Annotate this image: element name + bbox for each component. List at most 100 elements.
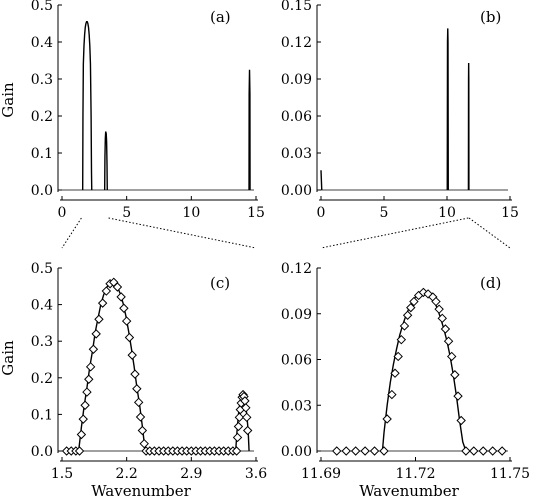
y-tick-label-d: 0.03 bbox=[281, 398, 312, 414]
marker-c bbox=[76, 429, 87, 440]
marker-d bbox=[409, 296, 419, 307]
y-tick-label-d: 0.06 bbox=[281, 353, 312, 369]
xlabel-left: Wavenumber bbox=[91, 482, 191, 498]
marker-c bbox=[132, 384, 142, 394]
panel-b-label: (b) bbox=[480, 8, 501, 26]
marker-d bbox=[447, 351, 457, 362]
marker-d bbox=[382, 414, 392, 424]
y-tick-label-a: 0.0 bbox=[31, 183, 53, 199]
marker-d bbox=[393, 351, 403, 362]
marker-d bbox=[456, 415, 466, 426]
marker-d bbox=[399, 321, 410, 331]
marker-c bbox=[233, 421, 244, 432]
x-tick-label-c: 1.5 bbox=[51, 466, 73, 482]
zoom-connector-d-left bbox=[320, 217, 469, 249]
x-tick-label-b: 10 bbox=[438, 205, 456, 221]
y-tick-label-c: 0.3 bbox=[31, 334, 53, 350]
y-tick-label-a: 0.5 bbox=[31, 0, 53, 14]
y-tick-label-c: 0.5 bbox=[31, 261, 53, 277]
y-tick-label-c: 0.1 bbox=[31, 407, 53, 423]
series-line-b-0 bbox=[320, 170, 323, 191]
zoom-connector-c-right bbox=[108, 217, 257, 249]
x-tick-label-a: 10 bbox=[182, 205, 200, 221]
y-tick-label-a: 0.3 bbox=[31, 72, 53, 88]
y-tick-label-c: 0.4 bbox=[31, 298, 53, 314]
series-line-b-1 bbox=[446, 28, 449, 191]
zoom-connector-c-left bbox=[61, 217, 82, 249]
zoom-connector-d-right bbox=[468, 217, 511, 249]
x-tick-label-b: 15 bbox=[501, 205, 519, 221]
marker-d bbox=[396, 334, 407, 345]
x-tick-label-a: 0 bbox=[58, 205, 67, 221]
marker-c bbox=[97, 298, 108, 308]
marker-c bbox=[119, 303, 129, 313]
marker-c bbox=[139, 438, 149, 449]
y-tick-label-b: 0.09 bbox=[281, 72, 312, 88]
y-tick-label-c: 0.2 bbox=[31, 371, 53, 387]
marker-d bbox=[402, 310, 413, 320]
marker-d bbox=[453, 391, 463, 401]
marker-d bbox=[332, 446, 342, 456]
y-tick-label-d: 0.09 bbox=[281, 307, 312, 323]
x-tick-label-d: 11.72 bbox=[395, 466, 435, 482]
plot-layer: 0.0 0.1 0.2 0.3 0.4 0.5 0 5 10 15 0.00 0.03 0.06 0.09… bbox=[31, 0, 530, 482]
x-tick-label-c: 3.6 bbox=[245, 466, 267, 482]
marker-d bbox=[350, 446, 361, 456]
marker-d bbox=[434, 304, 444, 314]
marker-c bbox=[234, 412, 245, 423]
y-tick-label-a: 0.2 bbox=[31, 109, 53, 125]
x-tick-label-d: 11.69 bbox=[301, 466, 341, 482]
marker-c bbox=[74, 446, 85, 456]
marker-d bbox=[497, 446, 507, 456]
series-line-a-1 bbox=[103, 131, 108, 191]
marker-d bbox=[406, 302, 416, 313]
marker-c bbox=[127, 350, 137, 360]
marker-c bbox=[94, 314, 104, 324]
marker-d bbox=[379, 446, 389, 456]
series-line-a-0 bbox=[81, 20, 93, 191]
marker-c bbox=[91, 329, 101, 339]
y-tick-label-b: 0.15 bbox=[281, 0, 312, 14]
marker-c bbox=[137, 425, 148, 436]
x-tick-label-d: 11.75 bbox=[490, 466, 530, 482]
panel-d-label: (d) bbox=[480, 274, 501, 292]
y-tick-label-c: 0.0 bbox=[31, 444, 53, 460]
ylabel-top: Gain bbox=[0, 82, 17, 118]
marker-c bbox=[84, 374, 94, 384]
marker-c bbox=[116, 292, 126, 302]
marker-c bbox=[135, 412, 146, 422]
marker-d bbox=[369, 446, 380, 456]
marker-c bbox=[82, 387, 92, 397]
x-tick-label-b: 5 bbox=[380, 205, 389, 221]
marker-d bbox=[437, 313, 447, 324]
y-tick-label-d: 0.12 bbox=[281, 261, 312, 277]
y-tick-label-d: 0.00 bbox=[281, 444, 312, 460]
marker-c bbox=[80, 400, 90, 410]
marker-c bbox=[101, 286, 112, 296]
x-tick-label-a: 15 bbox=[247, 205, 265, 221]
marker-c bbox=[112, 282, 123, 292]
marker-c bbox=[232, 432, 243, 443]
marker-d bbox=[461, 446, 471, 456]
marker-c bbox=[241, 403, 251, 413]
y-tick-label-b: 0.12 bbox=[281, 35, 312, 51]
y-tick-label-b: 0.03 bbox=[281, 146, 312, 162]
marker-c bbox=[88, 344, 99, 354]
y-tick-label-b: 0.00 bbox=[281, 183, 312, 199]
marker-c bbox=[242, 425, 253, 436]
x-tick-label-c: 2.9 bbox=[180, 466, 202, 482]
series-line-a-2 bbox=[248, 69, 251, 191]
x-tick-label-a: 5 bbox=[122, 205, 131, 221]
y-tick-label-a: 0.1 bbox=[31, 146, 53, 162]
panel-a-label: (a) bbox=[210, 8, 231, 26]
marker-c bbox=[242, 412, 252, 423]
marker-d bbox=[387, 389, 397, 400]
marker-d bbox=[478, 446, 488, 456]
marker-c bbox=[231, 446, 242, 456]
marker-d bbox=[469, 446, 479, 456]
ylabel-bottom: Gain bbox=[0, 340, 17, 376]
series-line-b-2 bbox=[467, 62, 470, 191]
marker-d bbox=[341, 446, 351, 456]
y-tick-label-a: 0.4 bbox=[31, 35, 53, 51]
